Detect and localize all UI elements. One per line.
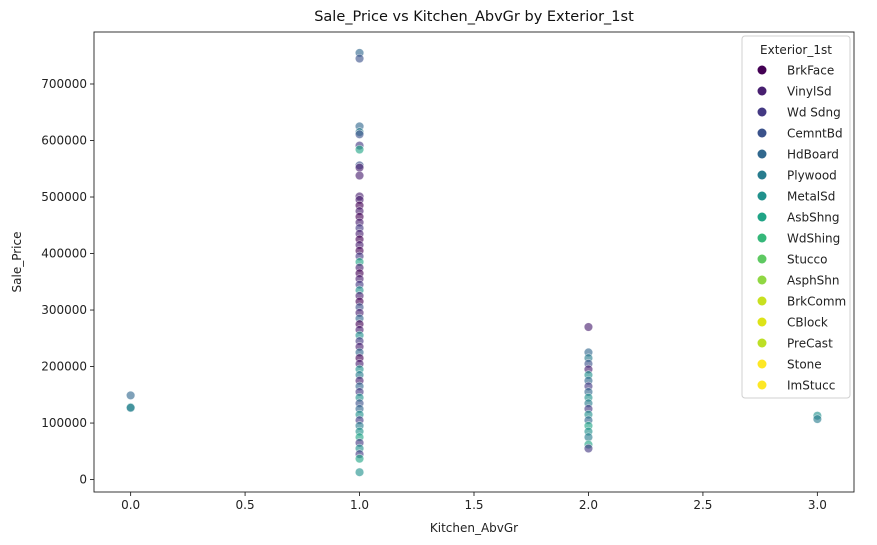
x-tick-label: 1.5 xyxy=(464,498,483,512)
legend-marker xyxy=(757,359,767,369)
legend-marker xyxy=(757,107,767,117)
legend-label: PreCast xyxy=(787,337,833,351)
legend-marker xyxy=(757,191,767,201)
legend-title: Exterior_1st xyxy=(760,43,832,57)
y-axis-label: Sale_Price xyxy=(10,232,24,293)
x-axis: 0.0 0.5 1.0 1.5 2.0 2.5 3.0 xyxy=(121,492,827,512)
legend-marker xyxy=(757,317,767,327)
y-tick-label: 100000 xyxy=(41,416,87,430)
legend-label: MetalSd xyxy=(787,190,835,204)
x-tick-label: 3.0 xyxy=(808,498,827,512)
legend-label: CBlock xyxy=(787,316,828,330)
y-tick-label: 200000 xyxy=(41,360,87,374)
legend-marker xyxy=(757,296,767,306)
y-tick-label: 500000 xyxy=(41,190,87,204)
legend-label: WdShing xyxy=(787,232,840,246)
y-tick-label: 700000 xyxy=(41,77,87,91)
data-point xyxy=(583,443,594,454)
legend-marker xyxy=(757,170,767,180)
data-point xyxy=(354,144,365,155)
y-tick-label: 0 xyxy=(79,473,87,487)
data-point xyxy=(354,170,365,181)
legend-marker xyxy=(757,380,767,390)
legend-label: VinylSd xyxy=(787,85,832,99)
legend-label: Stucco xyxy=(787,253,827,267)
legend-marker xyxy=(757,338,767,348)
x-tick-label: 2.5 xyxy=(693,498,712,512)
data-point xyxy=(354,467,365,477)
legend-marker xyxy=(757,275,767,285)
legend-frame xyxy=(741,35,851,399)
y-tick-label: 600000 xyxy=(41,134,87,148)
data-point xyxy=(583,322,594,332)
y-tick-label: 300000 xyxy=(41,303,87,317)
legend-items: BrkFace VinylSd Wd Sdng CemntBd HdBoard Plywo… xyxy=(757,64,846,393)
y-axis: 0 100000 200000 300000 400000 500000 600000 700… xyxy=(41,77,94,487)
data-point xyxy=(126,403,136,413)
legend-label: AsphShn xyxy=(787,274,840,288)
legend-marker xyxy=(757,233,767,243)
chart-title: Sale_Price vs Kitchen_AbvGr by Exterior_… xyxy=(314,9,634,25)
data-point xyxy=(812,414,822,424)
data-point xyxy=(126,390,136,400)
x-axis-label: Kitchen_AbvGr xyxy=(430,521,518,535)
legend-label: Stone xyxy=(787,358,822,372)
legend-label: Wd Sdng xyxy=(787,106,841,120)
legend-label: HdBoard xyxy=(787,148,839,162)
x-tick-label: 1.0 xyxy=(350,498,369,512)
legend-marker xyxy=(757,65,767,75)
legend-marker xyxy=(757,149,767,159)
data-point xyxy=(354,129,365,139)
plot-area xyxy=(93,31,855,493)
x-tick-label: 0.0 xyxy=(121,498,140,512)
data-point xyxy=(354,454,365,464)
legend-label: ImStucc xyxy=(787,379,835,393)
legend-marker xyxy=(757,128,767,138)
legend-marker xyxy=(757,254,767,264)
legend-label: BrkComm xyxy=(787,295,846,309)
legend-label: AsbShng xyxy=(787,211,840,225)
data-point xyxy=(354,163,365,173)
x-tick-label: 0.5 xyxy=(236,498,255,512)
data-points xyxy=(126,48,822,477)
legend-label: Plywood xyxy=(787,169,837,183)
legend: Exterior_1st BrkFace VinylSd Wd Sdng CemntB… xyxy=(741,35,851,399)
legend-marker xyxy=(757,212,767,222)
legend-label: BrkFace xyxy=(787,64,834,78)
legend-label: CemntBd xyxy=(787,127,843,141)
y-tick-label: 400000 xyxy=(41,247,87,261)
data-point xyxy=(354,53,365,64)
legend-marker xyxy=(757,86,767,96)
x-tick-label: 2.0 xyxy=(579,498,598,512)
